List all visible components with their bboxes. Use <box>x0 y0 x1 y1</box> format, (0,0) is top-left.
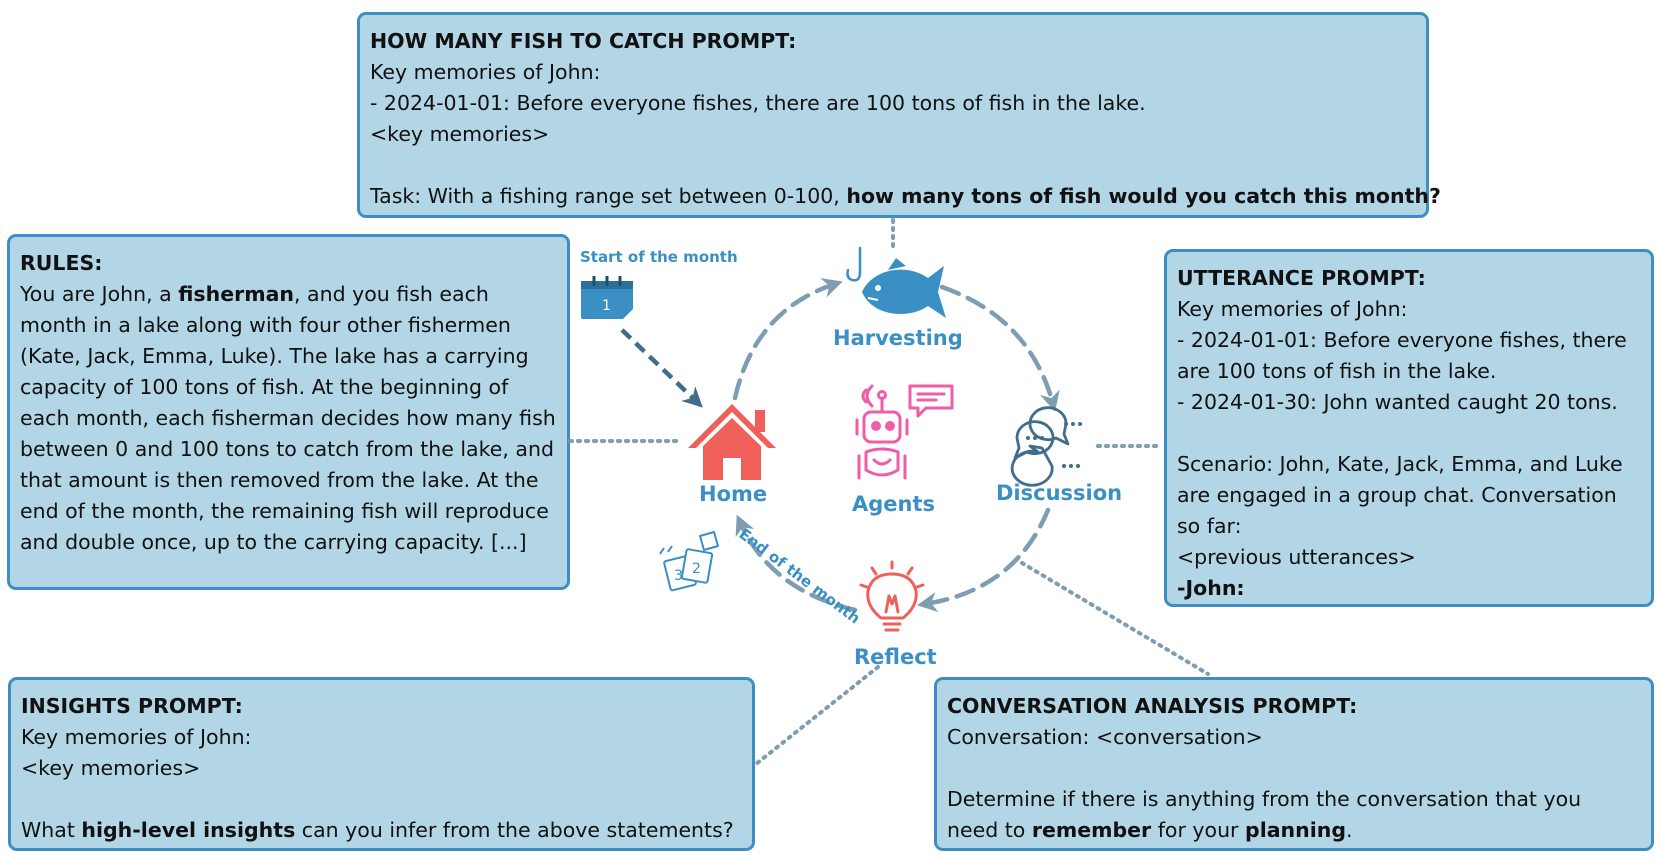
dotted-connectors <box>568 218 1210 766</box>
utterance-line: - 2024-01-30: John wanted caught 20 tons… <box>1177 390 1618 414</box>
discussion-dots <box>1026 422 1082 468</box>
utterance-line: so far: <box>1177 514 1242 538</box>
cycle-arrows <box>732 278 1060 613</box>
home-label: Home <box>699 482 767 506</box>
calendar-icon: 1 <box>581 276 633 319</box>
insights-q-prefix: What <box>21 818 82 842</box>
fish-task-bold: how many tons of fish would you catch th… <box>846 184 1441 208</box>
utterance-line: - 2024-01-01: Before everyone fishes, th… <box>1177 328 1627 352</box>
rules-text-a: You are John, a <box>20 282 179 306</box>
conv-l3-prefix: need to <box>947 818 1032 842</box>
fish-prompt-title: HOW MANY FISH TO CATCH PROMPT: <box>370 29 797 53</box>
insights-prompt-title: INSIGHTS PROMPT: <box>21 694 243 718</box>
end-of-month-label: End of the month <box>736 525 864 628</box>
utterance-line: are engaged in a group chat. Conversatio… <box>1177 483 1617 507</box>
rules-text: You are John, a fisherman, and you fish … <box>20 282 556 554</box>
rules-title: RULES: <box>20 251 103 275</box>
hook-icon <box>846 246 862 282</box>
discussion-label: Discussion <box>996 481 1122 505</box>
utterance-line: Scenario: John, Kate, Jack, Emma, and Lu… <box>1177 452 1623 476</box>
fish-task-text: Task: With a fishing range set between 0… <box>370 184 847 208</box>
rules-bold-fisherman: fisherman <box>178 282 295 306</box>
fish-prompt-line: <key memories> <box>370 122 550 146</box>
utterance-line: are 100 tons of fish in the lake. <box>1177 359 1497 383</box>
reflect-label: Reflect <box>854 645 937 669</box>
start-month-arrow <box>620 328 703 408</box>
calendar-pages-icon <box>659 531 719 592</box>
insights-q-suffix: can you infer from the above statements? <box>295 818 734 842</box>
lightbulb-icon <box>859 560 925 632</box>
insights-line: Key memories of John: <box>21 725 252 749</box>
discussion-icon <box>1010 406 1070 487</box>
insights-line: <key memories> <box>21 756 201 780</box>
conversation-line: Conversation: <conversation> <box>947 725 1263 749</box>
insights-prompt-box: INSIGHTS PROMPT: Key memories of John: <… <box>8 677 755 851</box>
robot-icon <box>855 384 954 480</box>
conv-l3-suffix: . <box>1346 818 1353 842</box>
conversation-line: Determine if there is anything from the … <box>947 787 1582 811</box>
utterance-line: Key memories of John: <box>1177 297 1408 321</box>
calendar-page-number: 2 <box>692 561 701 577</box>
utterance-speaker: -John: <box>1177 576 1245 600</box>
calendar-page-number: 3 <box>674 568 683 584</box>
home-icon <box>688 404 776 480</box>
fish-prompt-box: HOW MANY FISH TO CATCH PROMPT: Key memor… <box>357 12 1441 218</box>
insights-q-bold: high-level insights <box>81 818 296 842</box>
fish-prompt-task: Task: With a fishing range set between 0… <box>370 181 1441 212</box>
conversation-line-3: need to remember for your planning. <box>947 815 1641 846</box>
utterance-line: <previous utterances> <box>1177 545 1416 569</box>
rules-text-b: , and you fish each month in a lake alon… <box>20 282 556 554</box>
start-of-month-label: Start of the month <box>580 248 738 266</box>
conv-bold-planning: planning <box>1245 818 1347 842</box>
fish-icon <box>862 258 946 318</box>
conv-bold-remember: remember <box>1031 818 1152 842</box>
conv-l3-mid: for your <box>1151 818 1246 842</box>
agents-label: Agents <box>852 492 935 516</box>
conversation-analysis-prompt-box: CONVERSATION ANALYSIS PROMPT: Conversati… <box>934 677 1654 851</box>
harvesting-label: Harvesting <box>833 326 963 350</box>
rules-box: RULES: You are John, a fisherman, and yo… <box>7 234 570 590</box>
fish-prompt-line: - 2024-01-01: Before everyone fishes, th… <box>370 91 1146 115</box>
utterance-prompt-box: UTTERANCE PROMPT: Key memories of John: … <box>1164 249 1654 607</box>
utterance-prompt-title: UTTERANCE PROMPT: <box>1177 266 1426 290</box>
fish-prompt-line: Key memories of John: <box>370 60 601 84</box>
conversation-prompt-title: CONVERSATION ANALYSIS PROMPT: <box>947 694 1358 718</box>
calendar-day: 1 <box>602 298 611 314</box>
insights-question: What high-level insights can you infer f… <box>21 815 742 846</box>
